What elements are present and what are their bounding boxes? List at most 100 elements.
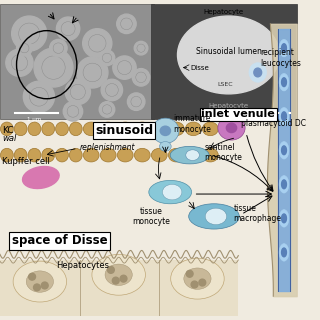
Ellipse shape [178, 16, 280, 94]
Text: 1 μm: 1 μm [27, 117, 41, 122]
Ellipse shape [14, 148, 27, 162]
Ellipse shape [13, 261, 67, 302]
Ellipse shape [163, 184, 182, 200]
Text: plasmacytoid DC: plasmacytoid DC [241, 118, 306, 128]
Circle shape [99, 50, 115, 66]
Text: sentinel
monocyte: sentinel monocyte [204, 142, 242, 162]
Circle shape [112, 277, 119, 284]
Ellipse shape [42, 148, 55, 162]
Text: recipient
leucocytes: recipient leucocytes [261, 48, 301, 68]
Circle shape [23, 81, 54, 112]
Circle shape [12, 16, 47, 51]
Circle shape [117, 14, 136, 34]
Ellipse shape [100, 122, 116, 136]
Ellipse shape [151, 122, 167, 136]
Text: sinusoid: sinusoid [95, 124, 154, 137]
Ellipse shape [282, 112, 286, 121]
Ellipse shape [249, 63, 267, 82]
Circle shape [83, 29, 112, 58]
Circle shape [50, 39, 67, 57]
Ellipse shape [22, 166, 59, 188]
Ellipse shape [282, 214, 286, 223]
Ellipse shape [254, 68, 262, 77]
Ellipse shape [282, 146, 286, 155]
Circle shape [29, 273, 36, 280]
Ellipse shape [1, 148, 13, 162]
Ellipse shape [151, 148, 167, 162]
Ellipse shape [279, 39, 289, 57]
Text: immature
monocyte: immature monocyte [173, 114, 211, 134]
Ellipse shape [42, 122, 55, 136]
Ellipse shape [186, 150, 199, 161]
Circle shape [191, 281, 198, 288]
Ellipse shape [282, 180, 286, 189]
Circle shape [65, 79, 91, 105]
Text: Kupffer cell: Kupffer cell [2, 157, 50, 166]
FancyBboxPatch shape [151, 4, 297, 119]
Ellipse shape [31, 171, 36, 176]
Circle shape [56, 17, 80, 40]
Ellipse shape [69, 122, 82, 136]
Ellipse shape [49, 176, 54, 180]
Text: KC: KC [2, 126, 13, 135]
Ellipse shape [168, 148, 184, 162]
Ellipse shape [279, 210, 289, 227]
Ellipse shape [279, 73, 289, 91]
Ellipse shape [279, 141, 289, 159]
Circle shape [186, 270, 193, 277]
Ellipse shape [92, 254, 145, 295]
Ellipse shape [26, 271, 53, 292]
Ellipse shape [152, 118, 179, 143]
Ellipse shape [279, 244, 289, 261]
Ellipse shape [83, 148, 99, 162]
Text: LSEC: LSEC [218, 82, 234, 87]
Circle shape [34, 48, 73, 87]
Ellipse shape [134, 122, 150, 136]
Ellipse shape [46, 171, 51, 176]
Text: Hepatocyte: Hepatocyte [204, 9, 244, 15]
Ellipse shape [159, 125, 171, 136]
Ellipse shape [27, 176, 33, 180]
Ellipse shape [56, 148, 68, 162]
Text: tissue
macrophage: tissue macrophage [233, 204, 281, 223]
Ellipse shape [105, 264, 132, 285]
Ellipse shape [184, 268, 211, 289]
Ellipse shape [226, 123, 237, 133]
Ellipse shape [189, 204, 239, 229]
FancyBboxPatch shape [297, 4, 311, 316]
Circle shape [199, 279, 206, 286]
FancyBboxPatch shape [0, 260, 238, 316]
Ellipse shape [185, 148, 201, 162]
Ellipse shape [28, 122, 41, 136]
Ellipse shape [46, 179, 51, 184]
Ellipse shape [1, 122, 13, 136]
Ellipse shape [39, 180, 43, 186]
FancyBboxPatch shape [0, 4, 154, 119]
Ellipse shape [56, 122, 68, 136]
Ellipse shape [203, 148, 218, 162]
Circle shape [101, 79, 123, 101]
Circle shape [17, 40, 32, 56]
Ellipse shape [39, 169, 43, 175]
Ellipse shape [100, 148, 116, 162]
Circle shape [99, 102, 115, 117]
Circle shape [63, 102, 83, 121]
Ellipse shape [185, 122, 201, 136]
FancyBboxPatch shape [214, 4, 311, 316]
Ellipse shape [117, 122, 133, 136]
Circle shape [113, 56, 136, 79]
Circle shape [127, 93, 145, 110]
Circle shape [134, 41, 148, 55]
Circle shape [34, 284, 40, 291]
Text: space of Disse: space of Disse [12, 234, 107, 247]
Text: Disse: Disse [191, 65, 209, 71]
Ellipse shape [117, 148, 133, 162]
Text: Sinusoidal lumen: Sinusoidal lumen [196, 47, 261, 56]
Text: replenishment: replenishment [80, 143, 135, 152]
Ellipse shape [282, 248, 286, 257]
Ellipse shape [83, 122, 99, 136]
Circle shape [108, 267, 114, 273]
Text: inlet venule: inlet venule [201, 109, 275, 119]
Ellipse shape [149, 180, 192, 204]
Text: Hepatocytes: Hepatocytes [56, 260, 109, 269]
